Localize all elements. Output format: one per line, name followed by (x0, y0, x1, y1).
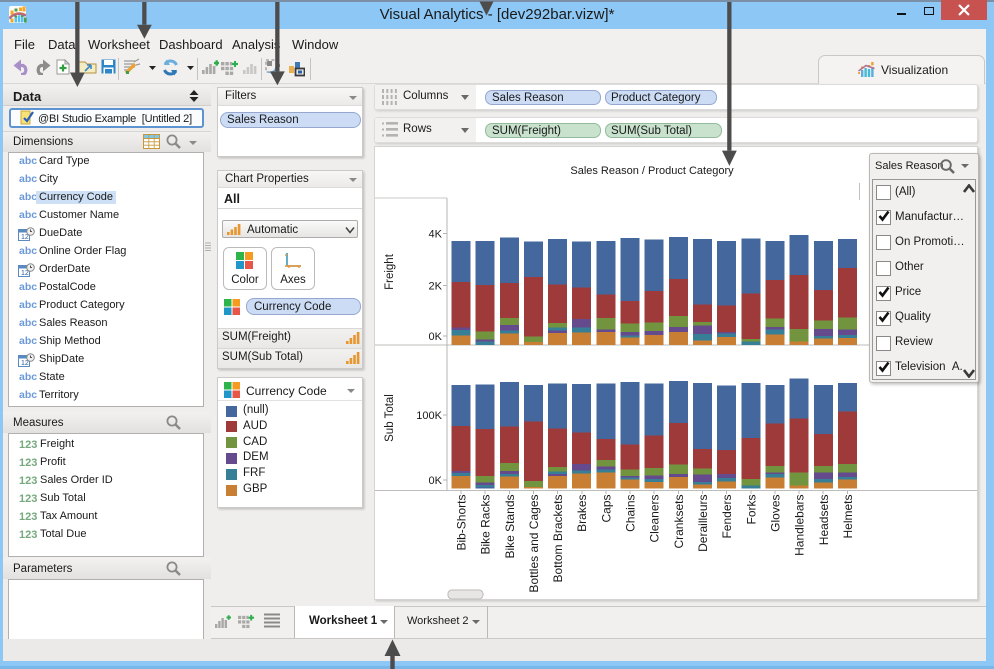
svg-text:Freight: Freight (384, 253, 396, 290)
svg-text:Handlebars: Handlebars (793, 495, 807, 556)
svg-text:12: 12 (21, 360, 29, 367)
svg-text:Bike Racks: Bike Racks (479, 495, 493, 555)
svg-text:12: 12 (21, 234, 29, 241)
svg-text:Bottles and Cages: Bottles and Cages (527, 495, 541, 593)
svg-text:Chains: Chains (624, 495, 638, 532)
svg-text:0K: 0K (429, 331, 443, 343)
svg-text:Bottom Brackets: Bottom Brackets (551, 495, 565, 583)
svg-text:100K: 100K (416, 410, 442, 422)
svg-text:Sales Reason / Product Categor: Sales Reason / Product Category (570, 165, 734, 177)
svg-text:Cranksets: Cranksets (672, 495, 686, 549)
svg-text:Gloves: Gloves (768, 495, 782, 532)
svg-text:Derailleurs: Derailleurs (696, 495, 710, 552)
svg-text:Sub Total: Sub Total (384, 394, 396, 442)
svg-text:Brakes: Brakes (575, 495, 589, 532)
svg-text:Cleaners: Cleaners (648, 495, 662, 543)
svg-text:12: 12 (21, 270, 29, 277)
svg-text:Headsets: Headsets (817, 495, 831, 546)
svg-text:Bib-Shorts: Bib-Shorts (455, 495, 469, 551)
svg-text:4K: 4K (429, 229, 443, 241)
svg-text:2K: 2K (429, 281, 443, 293)
svg-text:Forks: Forks (744, 495, 758, 525)
svg-text:Bike Stands: Bike Stands (503, 495, 517, 559)
svg-text:Fenders: Fenders (720, 495, 734, 539)
svg-text:Helmets: Helmets (841, 495, 855, 539)
svg-text:0K: 0K (429, 475, 443, 487)
svg-text:Caps: Caps (599, 495, 613, 523)
